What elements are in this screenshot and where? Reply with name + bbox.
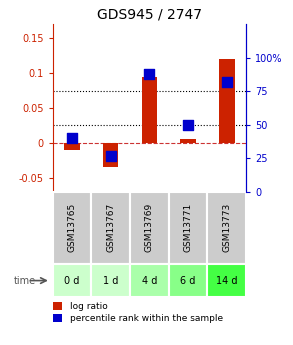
Bar xyxy=(91,192,130,264)
Text: 4 d: 4 d xyxy=(142,276,157,286)
Point xyxy=(108,153,113,158)
Legend: log ratio, percentile rank within the sample: log ratio, percentile rank within the sa… xyxy=(53,302,223,323)
Point xyxy=(70,136,74,141)
Bar xyxy=(142,77,157,143)
Text: GSM13769: GSM13769 xyxy=(145,203,154,253)
Text: GSM13765: GSM13765 xyxy=(68,203,76,253)
Bar xyxy=(91,264,130,297)
Text: 1 d: 1 d xyxy=(103,276,118,286)
Bar xyxy=(53,192,91,264)
Bar xyxy=(180,139,196,143)
Text: GSM13771: GSM13771 xyxy=(184,203,193,253)
Point xyxy=(224,79,229,85)
Bar xyxy=(219,59,234,143)
Bar xyxy=(103,143,118,167)
Text: 0 d: 0 d xyxy=(64,276,80,286)
Bar xyxy=(169,264,207,297)
Point xyxy=(186,122,190,128)
Text: 6 d: 6 d xyxy=(180,276,196,286)
Title: GDS945 / 2747: GDS945 / 2747 xyxy=(97,8,202,22)
Text: GSM13773: GSM13773 xyxy=(222,203,231,253)
Bar xyxy=(207,192,246,264)
Text: 14 d: 14 d xyxy=(216,276,238,286)
Point xyxy=(147,71,152,77)
Text: GSM13767: GSM13767 xyxy=(106,203,115,253)
Bar xyxy=(130,264,169,297)
Bar xyxy=(207,264,246,297)
Bar xyxy=(64,143,80,150)
Bar xyxy=(169,192,207,264)
Text: time: time xyxy=(14,276,36,286)
Bar xyxy=(130,192,169,264)
Bar xyxy=(53,264,91,297)
